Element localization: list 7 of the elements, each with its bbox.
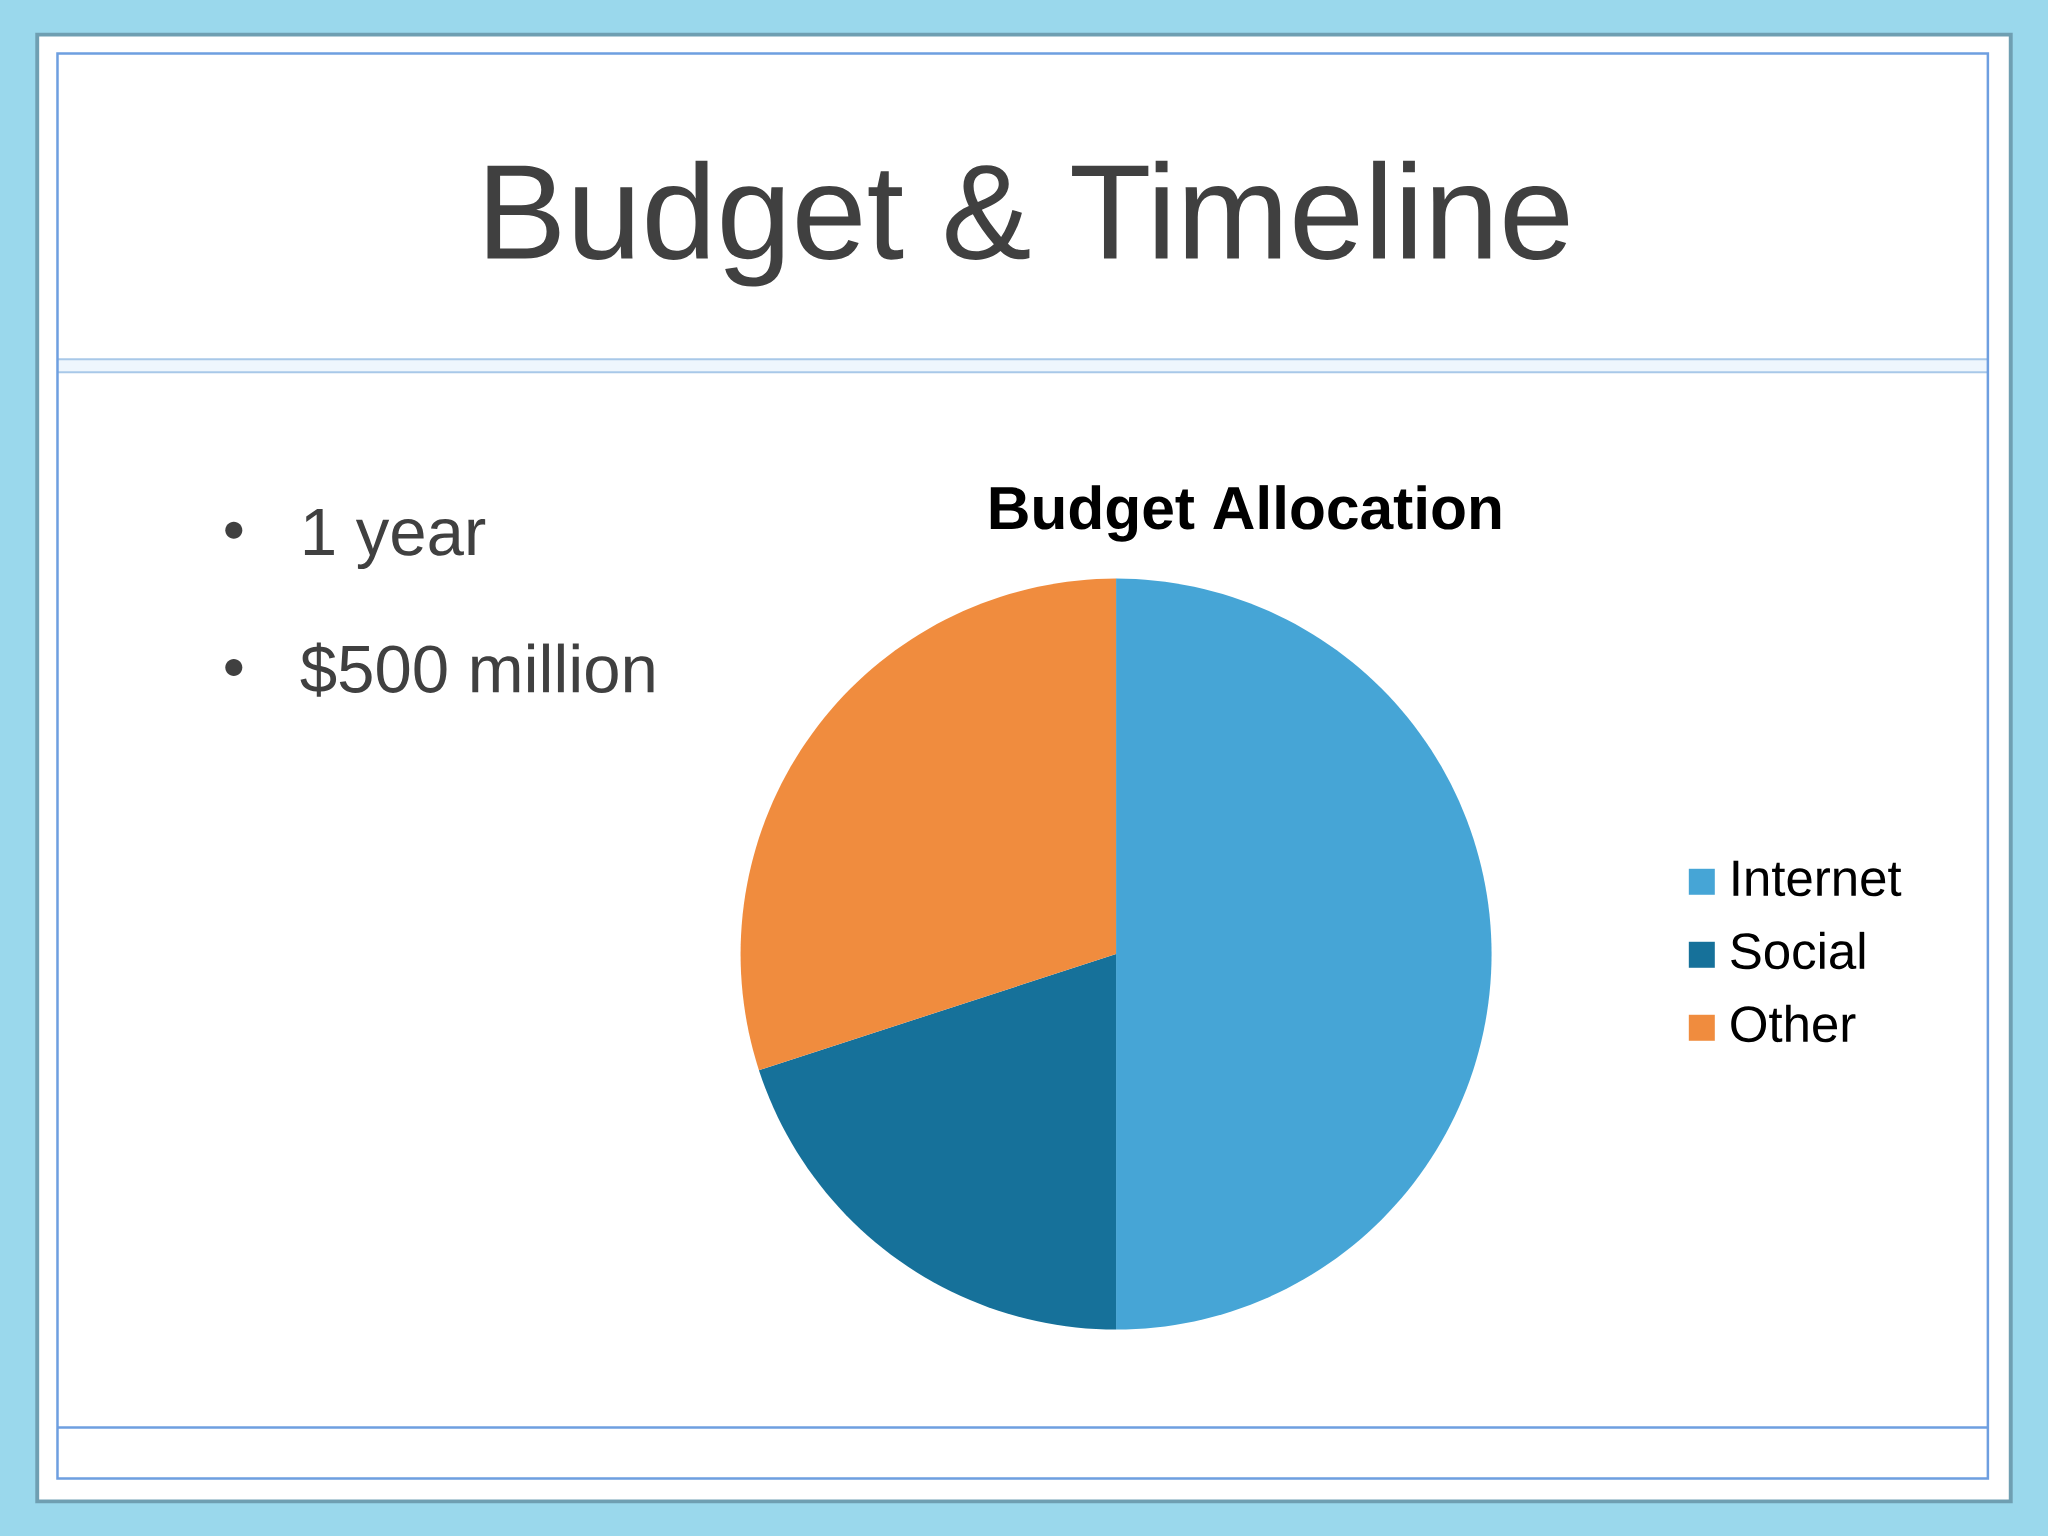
- text: 1 year: [304, 508, 486, 570]
- legend-label: Social: [1731, 931, 1865, 970]
- legend-label: Internet: [1733, 860, 1902, 897]
- chart-title: Budget & Timeline: [487, 160, 1569, 287]
- text: $500 million: [300, 642, 654, 697]
- chart-subtitle: Budget Allocation: [990, 485, 1501, 542]
- legend-label: Other: [1731, 1004, 1856, 1043]
